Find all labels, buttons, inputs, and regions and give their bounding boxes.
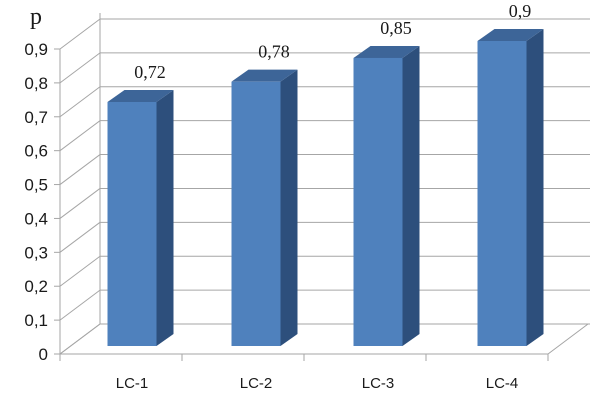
bar-LC-2 [231,69,298,347]
category-label: LC-2 [240,375,273,392]
y-tick-label: 0,8 [24,74,48,93]
x-axis-labels: LC-1 LC-2 LC-3 LC-4 [116,375,519,392]
bar-LC-3 [353,45,420,346]
bar-front [231,81,281,347]
gridline-side [59,289,101,321]
data-label: 0,85 [380,18,412,38]
bar-top [107,90,174,102]
y-tick-label: 0,4 [24,209,48,228]
category-label: LC-4 [486,375,519,392]
bar-LC-4 [477,29,544,346]
y-tick-label: 0,2 [24,277,48,296]
gridline-side [59,86,101,118]
data-label: 0,72 [134,62,166,82]
bar-front [477,41,527,346]
bars: 0,72 0,78 0,85 0,9 [107,1,544,347]
gridline-side [59,154,101,185]
y-tick-label: 0,1 [24,311,48,330]
bar-top [231,69,298,82]
gridline-side [59,120,101,152]
category-label: LC-3 [362,375,395,392]
data-label: 0,78 [258,42,290,62]
y-tick-label: 0,9 [24,40,48,59]
y-tick-label: 0,7 [24,108,48,127]
y-axis-label: p [30,4,42,30]
y-tick-label: 0 [39,345,48,364]
bar-side [156,90,174,346]
gridline-side [59,188,101,219]
bar-side [280,69,298,347]
bar-LC-1 [107,90,174,346]
category-label: LC-1 [116,375,149,392]
gridline-side [59,221,101,253]
bar-front [353,57,403,346]
bar-side [526,29,544,346]
bar-side [402,45,420,346]
bar-top [477,29,544,41]
y-tick-label: 0,6 [24,142,48,161]
gridline-side [59,255,101,287]
y-tick-label: 0,3 [24,243,48,262]
gridline-side [59,52,101,84]
y-tick-label: 0,5 [24,176,48,195]
gridline-side [59,18,101,50]
data-label: 0,9 [509,1,532,21]
y-axis-ticks: 0 0,1 0,2 0,3 0,4 0,5 0,6 0,7 0,8 0,9 [24,40,48,364]
bar-front [107,102,157,346]
bar-top [353,45,420,58]
floor [58,323,590,355]
